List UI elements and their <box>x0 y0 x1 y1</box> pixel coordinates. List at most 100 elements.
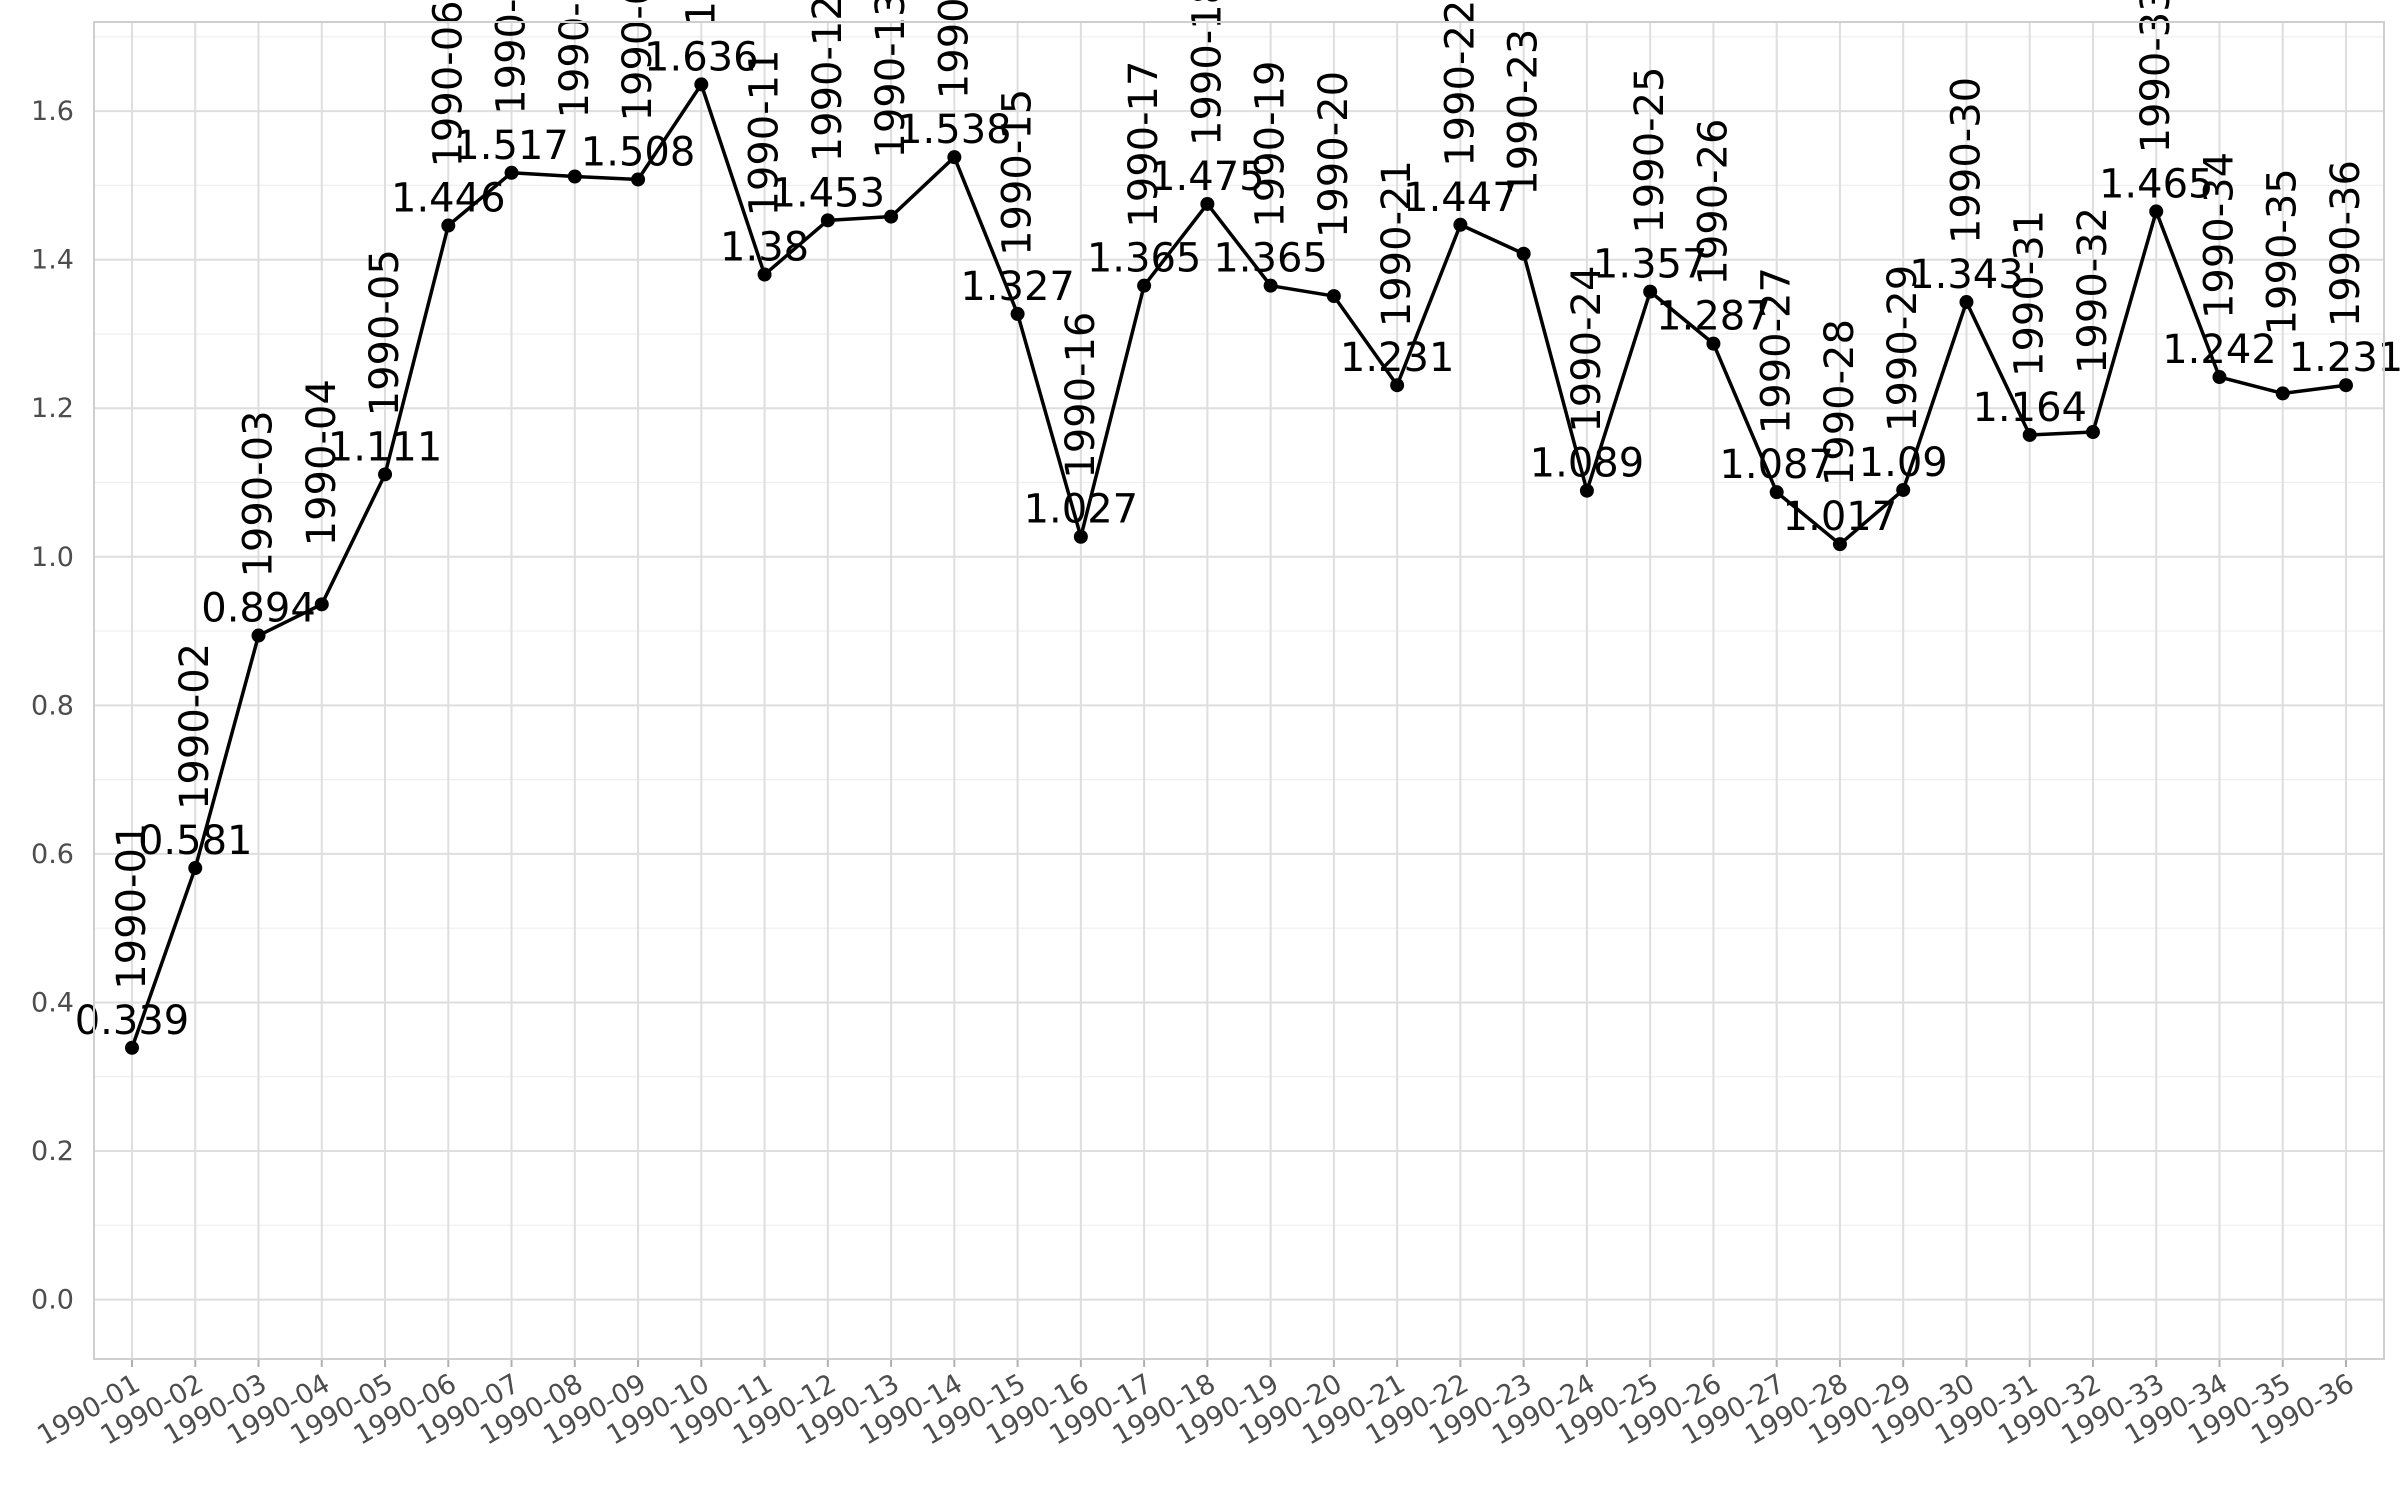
data-point <box>1769 485 1784 500</box>
data-value-label: 0.339 <box>75 998 190 1044</box>
data-point <box>1832 537 1847 552</box>
data-category-label: 1990-29 <box>1880 265 1926 432</box>
data-point <box>504 165 519 180</box>
data-point <box>1516 246 1531 261</box>
data-category-label: 1990-11 <box>742 49 788 216</box>
data-point <box>1326 289 1341 304</box>
data-point <box>2275 386 2290 401</box>
data-point <box>1896 482 1911 497</box>
data-category-label: 1990-24 <box>1564 266 1610 433</box>
data-point <box>1579 483 1594 498</box>
data-category-label: 1990-30 <box>1943 77 1989 244</box>
data-point <box>2149 204 2164 219</box>
data-category-label: 1990-21 <box>1374 160 1420 327</box>
data-value-label: 0.581 <box>138 818 253 864</box>
y-tick-label: 1.0 <box>31 542 74 573</box>
data-labels: 0.339 1990-010.581 1990-02 0.894 1990-03 1990… <box>75 0 2400 1044</box>
data-value-label: 1.111 <box>328 424 443 470</box>
data-category-label: 1990-03 <box>236 410 282 577</box>
data-category-label: 1990-06 <box>425 0 471 167</box>
y-tick-label: 0.6 <box>31 839 74 870</box>
data-value-label: 1.453 <box>771 170 886 216</box>
data-category-label: 1990-20 <box>1311 71 1357 238</box>
y-tick-label: 0.4 <box>31 987 74 1018</box>
data-value-label: 1.287 <box>1656 294 1771 340</box>
data-category-label: 1990-18 <box>1184 0 1230 146</box>
data-category-label: 1990-07 <box>489 0 535 115</box>
data-point <box>1263 278 1278 293</box>
data-category-label: 1990-15 <box>995 89 1041 256</box>
data-category-label: 1990-26 <box>1690 118 1736 285</box>
x-axis-tick-labels: 1990-011990-021990-031990-041990-051990-… <box>32 1359 2360 1451</box>
data-category-label: 1990-25 <box>1627 66 1673 233</box>
data-value-label: 1.087 <box>1719 442 1834 488</box>
y-tick-label: 0.8 <box>31 690 74 721</box>
data-value-label: 1.231 <box>1340 335 1455 381</box>
data-category-label: 1990-09 <box>615 0 661 121</box>
y-tick-label: 1.4 <box>31 245 74 276</box>
data-point <box>441 218 456 233</box>
data-point <box>2022 427 2037 442</box>
data-point <box>1706 336 1721 351</box>
data-value-label: 1.027 <box>1024 487 1139 533</box>
data-category-label: 1990-31 <box>2007 210 2053 377</box>
data-value-label: 1.327 <box>960 264 1075 310</box>
data-value-label: 1.475 <box>1150 154 1265 200</box>
data-point <box>631 172 646 187</box>
data-category-label: 1990-32 <box>2070 207 2116 374</box>
data-point <box>1073 529 1088 544</box>
data-points <box>125 77 2353 1055</box>
data-category-label: 1990-08 <box>552 0 598 118</box>
plot-panel-border <box>93 21 2385 1360</box>
data-category-label: 1990-01 <box>109 823 155 990</box>
data-value-label: 1.357 <box>1593 242 1708 288</box>
data-category-label: 1990-33 <box>2133 0 2179 153</box>
data-point <box>251 628 266 643</box>
grid-lines <box>94 22 2384 1359</box>
y-tick-label: 0.0 <box>31 1285 74 1316</box>
data-value-label: 1.231 <box>2289 335 2400 381</box>
data-value-label: 1.446 <box>391 176 506 222</box>
data-category-label: 1990-05 <box>362 249 408 416</box>
data-value-label: 1.517 <box>454 123 569 169</box>
data-point <box>1643 284 1658 299</box>
data-value-label: 1.365 <box>1087 236 1202 282</box>
data-point <box>947 150 962 165</box>
data-point <box>1010 306 1025 321</box>
data-value-label: 1.465 <box>2099 161 2214 207</box>
data-value-label: 1.017 <box>1783 494 1898 540</box>
data-point <box>2339 378 2353 393</box>
data-value-label: 1.538 <box>897 107 1012 153</box>
data-point <box>567 169 582 184</box>
data-category-label: 1990-13 <box>868 0 914 159</box>
data-point <box>1137 278 1152 293</box>
data-point <box>2085 425 2100 440</box>
data-category-label: 1990-35 <box>2260 168 2306 335</box>
data-point <box>125 1040 139 1055</box>
data-point <box>2212 370 2227 385</box>
series-line-group <box>130 82 2347 1049</box>
y-tick-label: 1.6 <box>31 96 74 127</box>
data-value-label: 1.508 <box>581 129 696 175</box>
y-tick-label: 0.2 <box>31 1136 74 1167</box>
data-point <box>820 213 835 228</box>
data-category-label: 1990-23 <box>1501 29 1547 196</box>
data-point <box>884 209 899 224</box>
data-point <box>188 861 203 876</box>
data-category-label: 1990-28 <box>1817 319 1863 486</box>
data-category-label: 1990-14 <box>931 0 977 99</box>
data-point <box>757 267 772 282</box>
data-category-label: 1990-02 <box>172 643 218 810</box>
data-value-label: 1.636 <box>644 34 759 80</box>
y-tick-label: 1.2 <box>31 393 74 424</box>
data-value-label: 1.343 <box>1909 252 2024 298</box>
data-value-label: 1.242 <box>2162 327 2277 373</box>
data-point <box>1959 295 1974 310</box>
data-category-label: 1990-27 <box>1754 267 1800 434</box>
data-point <box>1453 217 1468 232</box>
data-category-label: 1990-34 <box>2196 152 2242 319</box>
data-value-label: 1.38 <box>720 225 809 271</box>
data-point <box>1200 196 1215 211</box>
